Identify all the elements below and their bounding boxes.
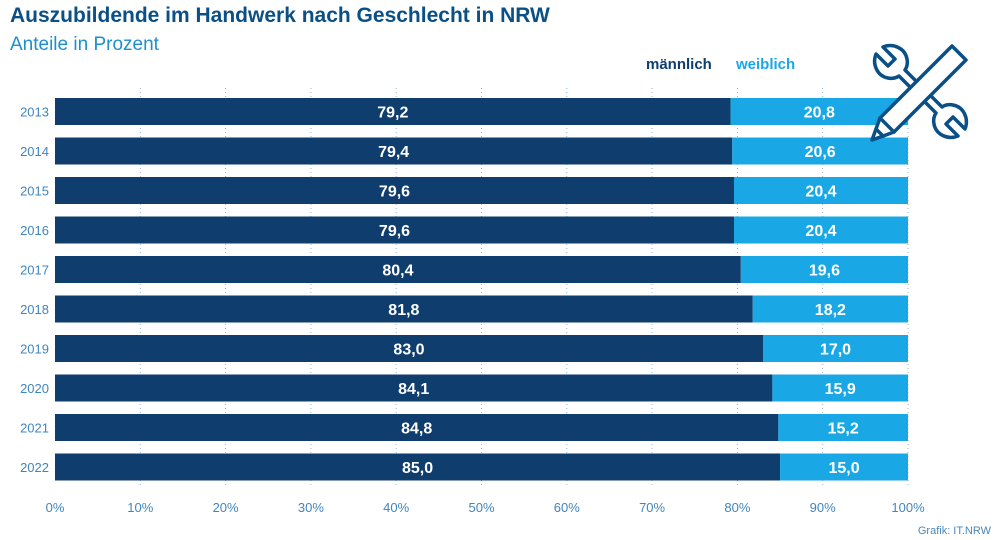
y-category-label: 2015: [20, 184, 49, 199]
bar-segment-weiblich: [740, 256, 908, 283]
y-category-label: 2022: [20, 460, 49, 475]
bar-segment-weiblich: [733, 177, 908, 204]
bar-segment-maennlich: [55, 453, 781, 481]
data-label: 79,2: [377, 105, 408, 122]
y-category-label: 2017: [20, 263, 49, 278]
bar-segment-maennlich: [55, 256, 741, 283]
bar-segment-weiblich: [762, 335, 908, 362]
x-tick-label: 70%: [639, 500, 665, 515]
bar-segment-maennlich: [55, 295, 753, 323]
data-label: 84,1: [398, 381, 429, 398]
data-label: 81,8: [388, 302, 419, 319]
bar-segment-weiblich: [778, 414, 908, 441]
bar-segment-weiblich: [732, 137, 908, 165]
bar-segment-maennlich: [55, 137, 733, 165]
data-label: 18,2: [815, 302, 846, 319]
bar-segment-maennlich: [55, 374, 773, 402]
x-tick-label: 30%: [298, 500, 324, 515]
bar-segment-maennlich: [55, 216, 734, 244]
x-tick-label: 10%: [127, 500, 153, 515]
y-category-label: 2018: [20, 302, 49, 317]
x-tick-label: 0%: [46, 500, 65, 515]
y-category-label: 2014: [20, 144, 49, 159]
x-tick-label: 60%: [554, 500, 580, 515]
data-label: 19,6: [809, 263, 840, 280]
legend-entry-weiblich: weiblich: [736, 56, 796, 73]
y-category-label: 2021: [20, 421, 49, 436]
wrench-pencil-icon: [870, 43, 969, 142]
data-label: 15,2: [828, 421, 859, 438]
x-tick-label: 90%: [810, 500, 836, 515]
bar-segment-weiblich: [733, 216, 908, 244]
y-category-label: 2020: [20, 381, 49, 396]
bar-segment-maennlich: [55, 177, 734, 204]
chart-title: Auszubildende im Handwerk nach Geschlech…: [10, 4, 550, 27]
legend-entry-maennlich: männlich: [646, 56, 712, 73]
data-label: 80,4: [382, 263, 413, 280]
data-label: 17,0: [820, 342, 851, 359]
data-label: 79,6: [379, 223, 410, 240]
data-label: 83,0: [393, 342, 424, 359]
data-label: 20,4: [805, 184, 836, 201]
bar-segment-weiblich: [752, 295, 908, 323]
data-label: 15,9: [825, 381, 856, 398]
data-label: 20,6: [805, 144, 836, 161]
x-tick-label: 80%: [724, 500, 750, 515]
data-label: 85,0: [402, 460, 433, 477]
source-note: Grafik: IT.NRW: [917, 525, 991, 537]
chart-subtitle: Anteile in Prozent: [10, 34, 159, 55]
y-category-label: 2016: [20, 223, 49, 238]
data-label: 20,8: [804, 105, 835, 122]
bar-segment-weiblich: [772, 374, 908, 402]
bar-segment-weiblich: [780, 453, 908, 481]
bar-segment-maennlich: [55, 335, 763, 362]
data-label: 79,4: [378, 144, 409, 161]
y-category-label: 2019: [20, 342, 49, 357]
data-label: 15,0: [828, 460, 859, 477]
x-tick-label: 50%: [468, 500, 494, 515]
data-label: 84,8: [401, 421, 432, 438]
bar-segment-maennlich: [55, 98, 731, 125]
x-tick-label: 20%: [213, 500, 239, 515]
y-category-label: 2013: [20, 105, 49, 120]
x-tick-label: 40%: [383, 500, 409, 515]
data-label: 20,4: [805, 223, 836, 240]
data-label: 79,6: [379, 184, 410, 201]
x-tick-label: 100%: [891, 500, 925, 515]
bar-segment-maennlich: [55, 414, 779, 441]
